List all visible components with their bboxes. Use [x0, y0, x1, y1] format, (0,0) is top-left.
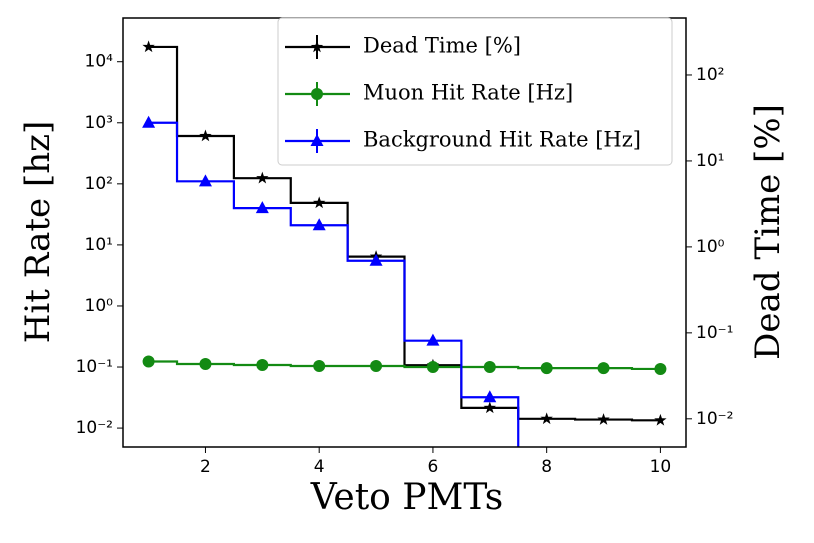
marker	[654, 362, 667, 375]
y-tick-label: 10⁻²	[76, 418, 113, 438]
marker	[310, 40, 324, 53]
marker	[483, 390, 497, 403]
marker	[198, 174, 212, 187]
y-tick-label: 10³	[85, 113, 113, 133]
marker	[313, 359, 326, 372]
marker	[540, 412, 553, 425]
marker	[654, 413, 667, 426]
x-tick-label: 8	[541, 457, 552, 477]
marker	[311, 88, 323, 100]
marker	[199, 358, 212, 371]
marker	[310, 134, 324, 146]
legend-box	[277, 17, 673, 166]
legend-label: Background Hit Rate [Hz]	[363, 128, 641, 152]
marker	[370, 359, 383, 372]
y2-tick-label: 10⁰	[696, 237, 725, 257]
y2-tick-label: 10¹	[696, 151, 724, 171]
marker	[313, 196, 326, 209]
y2-tick-label: 10²	[696, 65, 724, 85]
marker	[142, 115, 156, 128]
y2-tick-label: 10⁻¹	[696, 323, 733, 343]
marker	[426, 361, 439, 374]
step-line	[148, 121, 520, 447]
marker	[426, 333, 440, 346]
x-tick-label: 10	[650, 457, 672, 477]
marker	[255, 201, 269, 214]
marker	[540, 362, 553, 375]
marker	[312, 218, 326, 231]
marker	[483, 401, 496, 414]
y-axis-label: Hit Rate [hz]	[18, 121, 58, 344]
marker	[142, 355, 155, 368]
legend-label: Muon Hit Rate [Hz]	[363, 81, 573, 105]
y-tick-label: 10⁴	[85, 52, 114, 72]
marker	[256, 358, 269, 371]
marker	[597, 362, 610, 375]
y-tick-label: 10¹	[85, 235, 113, 255]
x-axis-label: Veto PMTs	[310, 477, 504, 518]
y-tick-label: 10⁻¹	[76, 357, 113, 377]
marker	[199, 129, 212, 142]
y2-tick-label: 10⁻²	[696, 409, 733, 429]
x-tick-label: 4	[314, 457, 325, 477]
y-tick-label: 10²	[85, 174, 113, 194]
plot-area	[142, 40, 667, 447]
step-line	[148, 360, 661, 371]
marker	[597, 413, 610, 425]
y-tick-label: 10⁰	[85, 296, 114, 316]
marker	[483, 361, 496, 374]
x-tick-label: 6	[428, 457, 439, 477]
marker	[369, 253, 383, 266]
marker	[142, 40, 155, 53]
y2-axis-label: Dead Time [%]	[748, 104, 788, 360]
x-tick-label: 2	[200, 457, 211, 477]
legend-label: Dead Time [%]	[363, 34, 521, 58]
marker	[256, 171, 269, 184]
